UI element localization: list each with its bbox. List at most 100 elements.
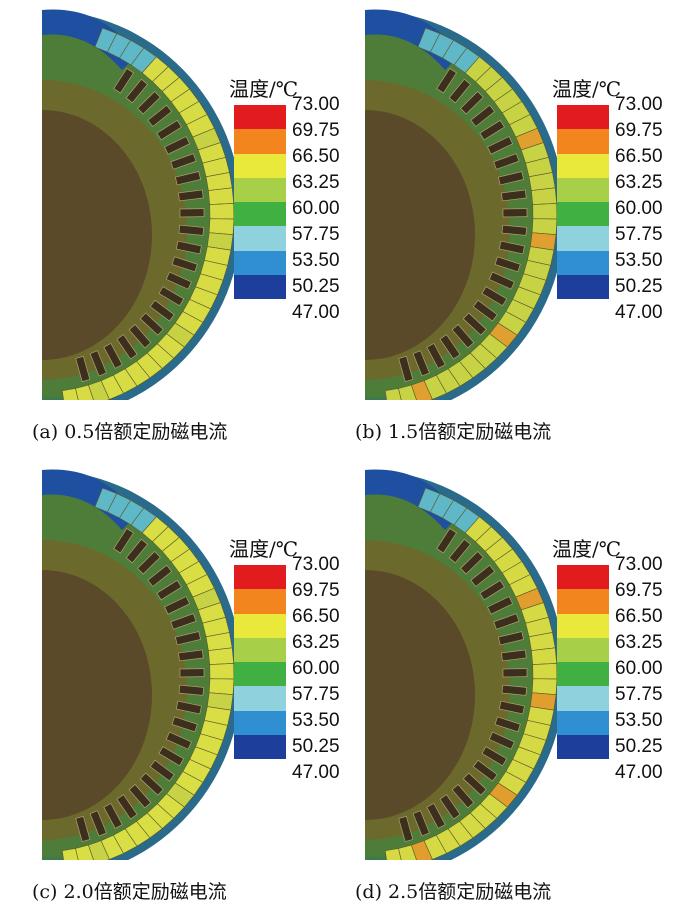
winding-slot bbox=[488, 731, 515, 750]
legend-swatch bbox=[234, 710, 286, 736]
winding-slot bbox=[178, 684, 205, 696]
winding-slot bbox=[170, 153, 197, 170]
winding-slot bbox=[481, 746, 508, 767]
winding-slot bbox=[412, 810, 430, 837]
legend-value: 50.25 bbox=[615, 736, 663, 757]
stator-segment bbox=[384, 848, 402, 860]
legend-colorbar bbox=[557, 565, 609, 760]
legend-value: 69.75 bbox=[292, 580, 340, 601]
legend-swatch bbox=[557, 250, 609, 276]
winding-slot bbox=[502, 668, 528, 678]
legend-colorbar bbox=[234, 105, 286, 300]
stator-segment bbox=[208, 187, 234, 205]
legend-value: 69.75 bbox=[292, 120, 340, 141]
winding-slot bbox=[462, 312, 487, 336]
winding-slot bbox=[128, 323, 152, 349]
winding-slot bbox=[448, 538, 472, 564]
legend-swatch bbox=[234, 637, 286, 663]
winding-slot bbox=[462, 772, 487, 796]
legend-swatch bbox=[234, 153, 286, 178]
legend-value: 57.75 bbox=[292, 224, 340, 245]
winding-slot bbox=[139, 312, 164, 336]
winding-slot bbox=[493, 613, 520, 630]
legend-swatch bbox=[234, 589, 286, 614]
legend-value: 50.25 bbox=[292, 736, 340, 757]
winding-slot bbox=[502, 208, 528, 218]
legend-value: 66.50 bbox=[615, 146, 663, 167]
legend-value: 57.75 bbox=[292, 684, 340, 705]
legend-values: 73.00 69.75 66.50 63.25 60.00 57.75 53.50 50.25… bbox=[615, 92, 663, 326]
panel-caption: (a) 0.5倍额定励磁电流 bbox=[32, 421, 228, 443]
legend-swatch bbox=[234, 250, 286, 276]
stator-segment bbox=[532, 663, 558, 680]
legend-swatch bbox=[557, 565, 609, 590]
legend-value: 47.00 bbox=[615, 762, 663, 783]
thermal-field-image bbox=[365, 9, 565, 400]
winding-slot bbox=[460, 551, 484, 575]
winding-slot bbox=[113, 68, 134, 94]
legend-value: 53.50 bbox=[292, 710, 340, 731]
winding-slot bbox=[479, 579, 505, 601]
winding-slot bbox=[497, 171, 525, 186]
legend-swatch bbox=[234, 177, 286, 203]
winding-slot bbox=[164, 596, 191, 615]
legend-value: 50.25 bbox=[292, 276, 340, 297]
panel-a: 温度/℃ 73.00 69.75 66.50 63.25 60.00 57.75 53.50… bbox=[22, 0, 352, 443]
legend-value: 47.00 bbox=[615, 302, 663, 323]
legend-values: 73.00 69.75 66.50 63.25 60.00 57.75 53.50 50.25… bbox=[292, 552, 340, 786]
legend-value: 57.75 bbox=[615, 224, 663, 245]
legend-value: 73.00 bbox=[292, 94, 340, 115]
legend-swatch bbox=[234, 202, 286, 227]
rotor-core bbox=[42, 570, 152, 820]
winding-slot bbox=[501, 649, 527, 662]
panel-b: 温度/℃ 73.00 69.75 66.50 63.25 60.00 57.75 53.50… bbox=[345, 0, 675, 443]
winding-slot bbox=[451, 323, 475, 349]
winding-slot bbox=[494, 716, 521, 733]
legend-values: 73.00 69.75 66.50 63.25 60.00 57.75 53.50 50.25… bbox=[292, 92, 340, 326]
legend-swatch bbox=[557, 735, 609, 760]
winding-slot bbox=[137, 91, 161, 115]
legend-swatch bbox=[557, 275, 609, 300]
winding-slot bbox=[75, 815, 91, 843]
legend-swatch bbox=[557, 686, 609, 711]
winding-slot bbox=[165, 731, 192, 750]
winding-slot bbox=[501, 224, 528, 236]
winding-slot bbox=[174, 631, 202, 646]
winding-slot bbox=[156, 579, 182, 601]
winding-slot bbox=[165, 271, 192, 290]
legend-value: 66.50 bbox=[292, 146, 340, 167]
legend-swatch bbox=[557, 153, 609, 178]
winding-slot bbox=[149, 299, 175, 322]
winding-slot bbox=[426, 342, 446, 369]
legend-value: 63.25 bbox=[615, 632, 663, 653]
legend-title: 温度/℃ bbox=[229, 77, 299, 101]
winding-slot bbox=[171, 256, 198, 273]
legend-value: 60.00 bbox=[615, 658, 663, 679]
legend-swatch bbox=[557, 637, 609, 663]
winding-slot bbox=[494, 256, 521, 273]
winding-slot bbox=[158, 286, 185, 307]
legend-value: 63.25 bbox=[292, 172, 340, 193]
legend-value: 60.00 bbox=[292, 198, 340, 219]
winding-slot bbox=[501, 189, 527, 202]
legend-value: 63.25 bbox=[615, 172, 663, 193]
winding-slot bbox=[398, 815, 414, 843]
winding-slot bbox=[460, 91, 484, 115]
thermal-field-image bbox=[365, 469, 565, 860]
winding-slot bbox=[178, 224, 205, 236]
winding-slot bbox=[75, 355, 91, 383]
legend-value: 47.00 bbox=[292, 302, 340, 323]
legend-swatch bbox=[557, 589, 609, 614]
winding-slot bbox=[128, 783, 152, 809]
rotor-core bbox=[42, 110, 152, 360]
winding-slot bbox=[89, 350, 107, 377]
winding-slot bbox=[125, 78, 149, 104]
legend-value: 60.00 bbox=[292, 658, 340, 679]
stator-segment bbox=[384, 388, 402, 400]
rotor-core bbox=[365, 570, 475, 820]
legend-value: 63.25 bbox=[292, 632, 340, 653]
stator-segment bbox=[532, 203, 558, 220]
legend-value: 73.00 bbox=[615, 554, 663, 575]
legend-swatch bbox=[557, 710, 609, 736]
panel-caption: (d) 2.5倍额定励磁电流 bbox=[355, 881, 552, 903]
